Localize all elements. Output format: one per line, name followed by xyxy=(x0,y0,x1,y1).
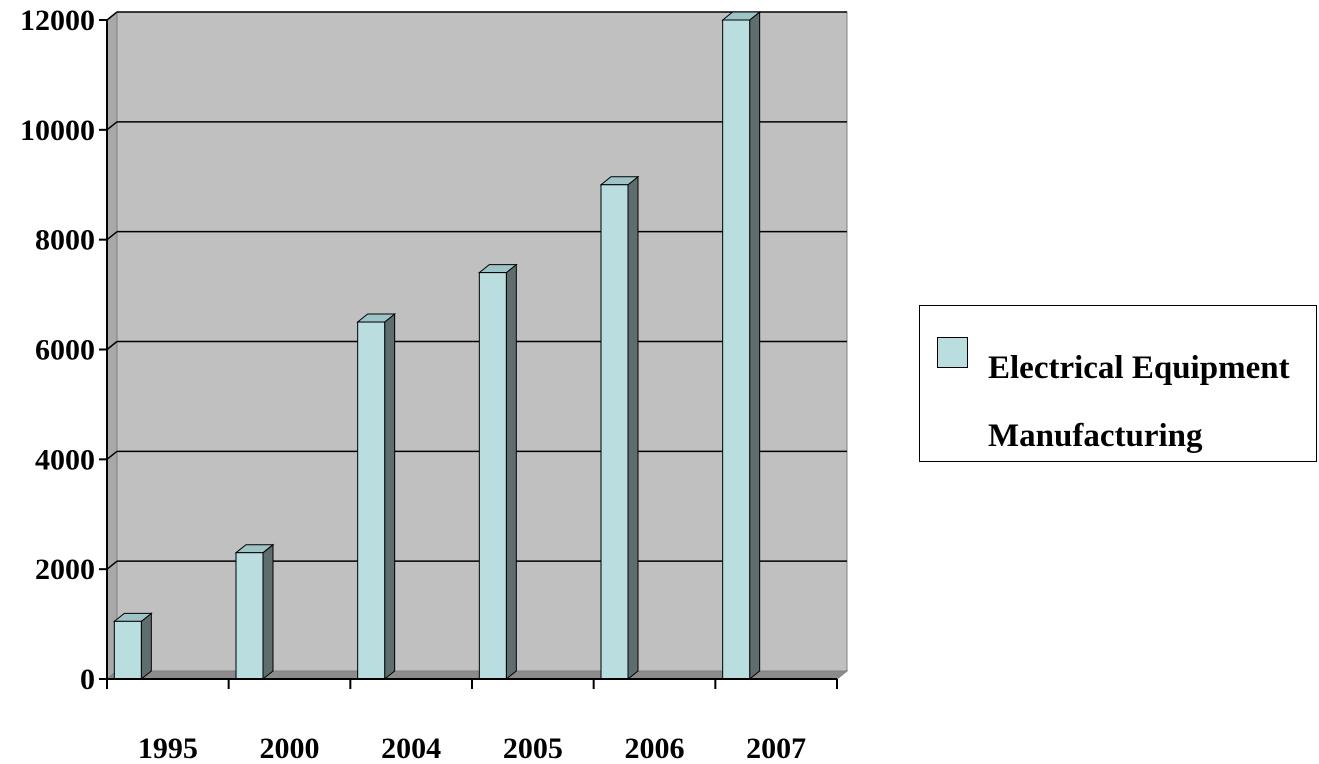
bar-side-face xyxy=(749,10,761,681)
y-axis-ticks: 0 2000 4000 6000 8000 10000 12000 xyxy=(20,4,107,696)
gridline-connector xyxy=(106,340,118,351)
legend-label: Electrical Equipment Manufacturing xyxy=(988,350,1290,454)
y-tick-label: 10000 xyxy=(20,114,95,147)
gridline-connector xyxy=(106,450,118,460)
bar xyxy=(477,263,518,681)
y-tick-label: 0 xyxy=(80,663,95,696)
bar-front-face xyxy=(357,321,386,680)
bar xyxy=(234,543,275,681)
y-tick-label: 12000 xyxy=(20,4,95,37)
x-tick-label: 2004 xyxy=(381,732,441,764)
bar-side-face xyxy=(140,612,152,681)
legend: Electrical Equipment Manufacturing xyxy=(919,305,1317,462)
x-tick-label: 2005 xyxy=(503,732,563,764)
bar-front-face xyxy=(600,184,629,680)
bars xyxy=(112,10,762,681)
bar xyxy=(721,10,762,681)
gridline-connector xyxy=(106,11,118,21)
bar xyxy=(599,175,640,681)
bar xyxy=(112,612,153,681)
y-tick-label: 2000 xyxy=(35,553,95,586)
gridline-connector xyxy=(106,231,118,241)
bar xyxy=(356,313,397,681)
x-tick-label: 1995 xyxy=(138,732,198,764)
legend-swatch xyxy=(937,337,968,368)
bar-front-face xyxy=(722,19,751,680)
bar-side-face xyxy=(384,313,396,681)
y-tick-label: 8000 xyxy=(35,224,95,257)
bar-front-face xyxy=(113,620,142,680)
bar-front-face xyxy=(235,552,264,680)
x-tick-label: 2007 xyxy=(746,732,806,764)
bar-side-face xyxy=(262,543,274,681)
x-tick-label: 2000 xyxy=(260,732,320,764)
y-tick-label: 6000 xyxy=(35,334,95,367)
gridline-connector xyxy=(106,121,118,131)
y-tick-label: 4000 xyxy=(35,443,95,476)
gridline-connector xyxy=(106,560,118,570)
x-tick-label: 2006 xyxy=(625,732,685,764)
bar-side-face xyxy=(505,263,517,681)
bar-front-face xyxy=(478,272,507,680)
bar-side-face xyxy=(627,175,639,681)
x-axis-ticks: 1995 2000 2004 2005 2006 2007 xyxy=(106,679,838,764)
